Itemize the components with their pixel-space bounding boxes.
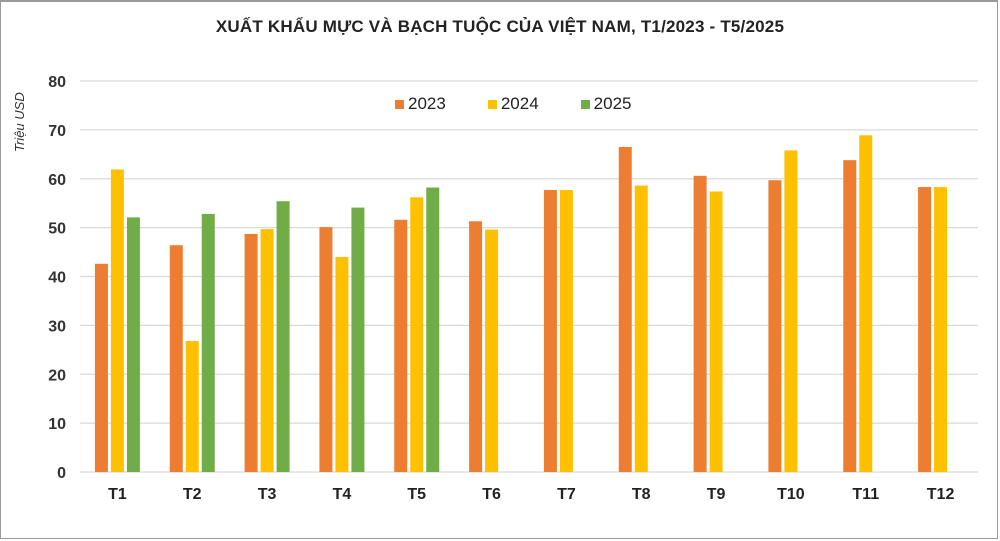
legend-item-2024: 2024 <box>487 94 539 114</box>
legend-item-2025: 2025 <box>580 94 632 114</box>
legend-swatch-2023 <box>395 99 404 109</box>
legend-item-2023: 2023 <box>395 94 446 114</box>
legend-swatch-2025 <box>580 99 590 109</box>
y-axis-label: Triệu USD <box>12 92 27 152</box>
legend-label-2023: 2023 <box>408 94 446 113</box>
legend-swatch-2024 <box>487 99 497 109</box>
legend-label-2024: 2024 <box>500 94 539 113</box>
legend: 2023 2024 2025 <box>395 94 631 114</box>
legend-label-2025: 2025 <box>593 94 632 113</box>
chart-title: XUẤT KHẨU MỰC VÀ BẠCH TUỘC CỦA VIỆT NAM,… <box>215 17 785 36</box>
